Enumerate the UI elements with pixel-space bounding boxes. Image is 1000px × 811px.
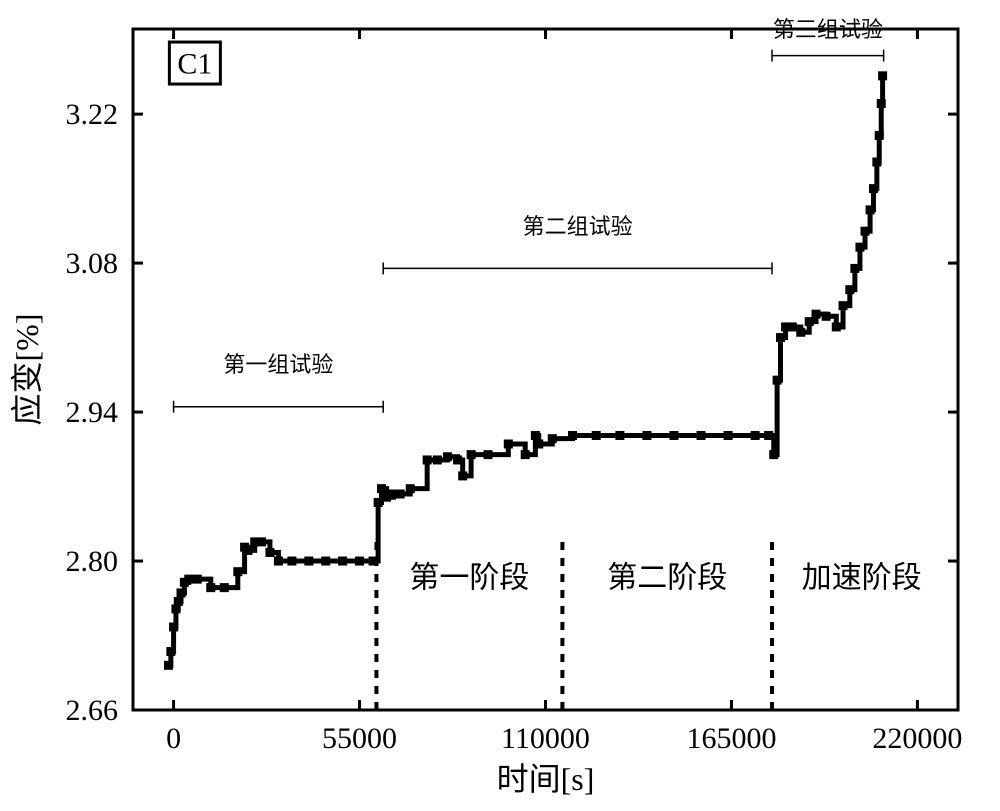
stage-label: 第二阶段 bbox=[607, 562, 727, 595]
data-marker bbox=[265, 548, 274, 557]
data-marker bbox=[184, 575, 193, 584]
data-marker bbox=[458, 471, 467, 480]
bracket-label: 第二组试验 bbox=[523, 214, 633, 239]
data-marker bbox=[845, 285, 854, 294]
data-marker bbox=[769, 450, 778, 459]
y-axis-title: 应变[%] bbox=[9, 314, 45, 426]
data-marker bbox=[321, 557, 330, 566]
data-marker bbox=[257, 537, 266, 546]
bracket-label: 第一组试验 bbox=[223, 352, 333, 377]
y-tick-label: 2.66 bbox=[66, 694, 119, 727]
x-tick-label: 220000 bbox=[872, 722, 962, 755]
data-marker bbox=[406, 484, 415, 493]
data-marker bbox=[377, 484, 386, 493]
data-marker bbox=[776, 333, 785, 342]
data-marker bbox=[174, 597, 183, 606]
data-marker bbox=[396, 489, 405, 498]
bracket-annotation: 第三组试验 bbox=[772, 17, 884, 62]
data-marker bbox=[850, 264, 859, 273]
data-marker bbox=[534, 439, 543, 448]
data-marker bbox=[832, 322, 841, 331]
stage-label: 加速阶段 bbox=[802, 562, 922, 595]
data-marker bbox=[521, 450, 530, 459]
data-marker bbox=[866, 205, 875, 214]
data-marker bbox=[177, 588, 186, 597]
data-marker bbox=[724, 431, 733, 440]
svg-text:C1: C1 bbox=[177, 48, 212, 81]
data-marker bbox=[669, 431, 678, 440]
x-tick-label: 55000 bbox=[322, 722, 397, 755]
data-marker bbox=[861, 227, 870, 236]
data-marker bbox=[355, 557, 364, 566]
data-marker bbox=[484, 450, 493, 459]
chart-container: 0 55000 110000 165000 220000 2.66 2.80 2.94 3.08… bbox=[0, 0, 1000, 811]
data-marker bbox=[875, 131, 884, 140]
data-marker bbox=[877, 99, 886, 108]
data-marker bbox=[773, 376, 782, 385]
data-marker bbox=[206, 583, 215, 592]
data-marker bbox=[166, 647, 175, 656]
data-marker bbox=[233, 567, 242, 576]
data-marker bbox=[796, 328, 805, 337]
data-marker bbox=[423, 455, 432, 464]
data-marker bbox=[338, 557, 347, 566]
data-marker bbox=[548, 434, 557, 443]
data-marker bbox=[531, 431, 540, 440]
data-marker bbox=[504, 439, 513, 448]
x-tick-label: 110000 bbox=[501, 722, 590, 755]
data-marker bbox=[615, 431, 624, 440]
data-marker bbox=[642, 431, 651, 440]
data-marker bbox=[304, 557, 313, 566]
data-marker bbox=[287, 557, 296, 566]
y-tick-label: 3.22 bbox=[66, 98, 119, 131]
data-marker bbox=[220, 583, 229, 592]
data-marker bbox=[751, 431, 760, 440]
data-marker bbox=[169, 623, 178, 632]
data-marker bbox=[869, 184, 878, 193]
data-marker bbox=[811, 310, 820, 319]
data-marker bbox=[568, 431, 577, 440]
stage-label: 第一阶段 bbox=[409, 562, 529, 595]
x-tick-label: 0 bbox=[166, 722, 181, 755]
data-marker bbox=[764, 431, 773, 440]
x-axis-title: 时间[s] bbox=[497, 761, 595, 797]
data-marker bbox=[822, 312, 831, 321]
data-marker bbox=[592, 431, 601, 440]
chart-svg: 0 55000 110000 165000 220000 2.66 2.80 2.94 3.08… bbox=[0, 0, 1000, 811]
data-marker bbox=[697, 431, 706, 440]
data-marker bbox=[164, 661, 173, 670]
x-tick-label: 165000 bbox=[686, 722, 776, 755]
data-marker bbox=[443, 452, 452, 461]
y-tick-label: 2.80 bbox=[66, 545, 119, 578]
data-marker bbox=[433, 455, 442, 464]
data-marker bbox=[855, 243, 864, 252]
data-marker bbox=[839, 301, 848, 310]
data-marker bbox=[878, 71, 887, 80]
data-marker bbox=[193, 575, 202, 584]
data-marker bbox=[788, 322, 797, 331]
data-marker bbox=[453, 455, 462, 464]
data-marker bbox=[374, 498, 383, 507]
data-marker bbox=[467, 450, 476, 459]
y-tick-label: 2.94 bbox=[66, 396, 119, 429]
data-marker bbox=[243, 546, 252, 555]
bracket-label: 第三组试验 bbox=[773, 17, 883, 42]
data-marker bbox=[872, 158, 881, 167]
data-marker bbox=[274, 557, 283, 566]
y-tick-label: 3.08 bbox=[66, 247, 119, 280]
